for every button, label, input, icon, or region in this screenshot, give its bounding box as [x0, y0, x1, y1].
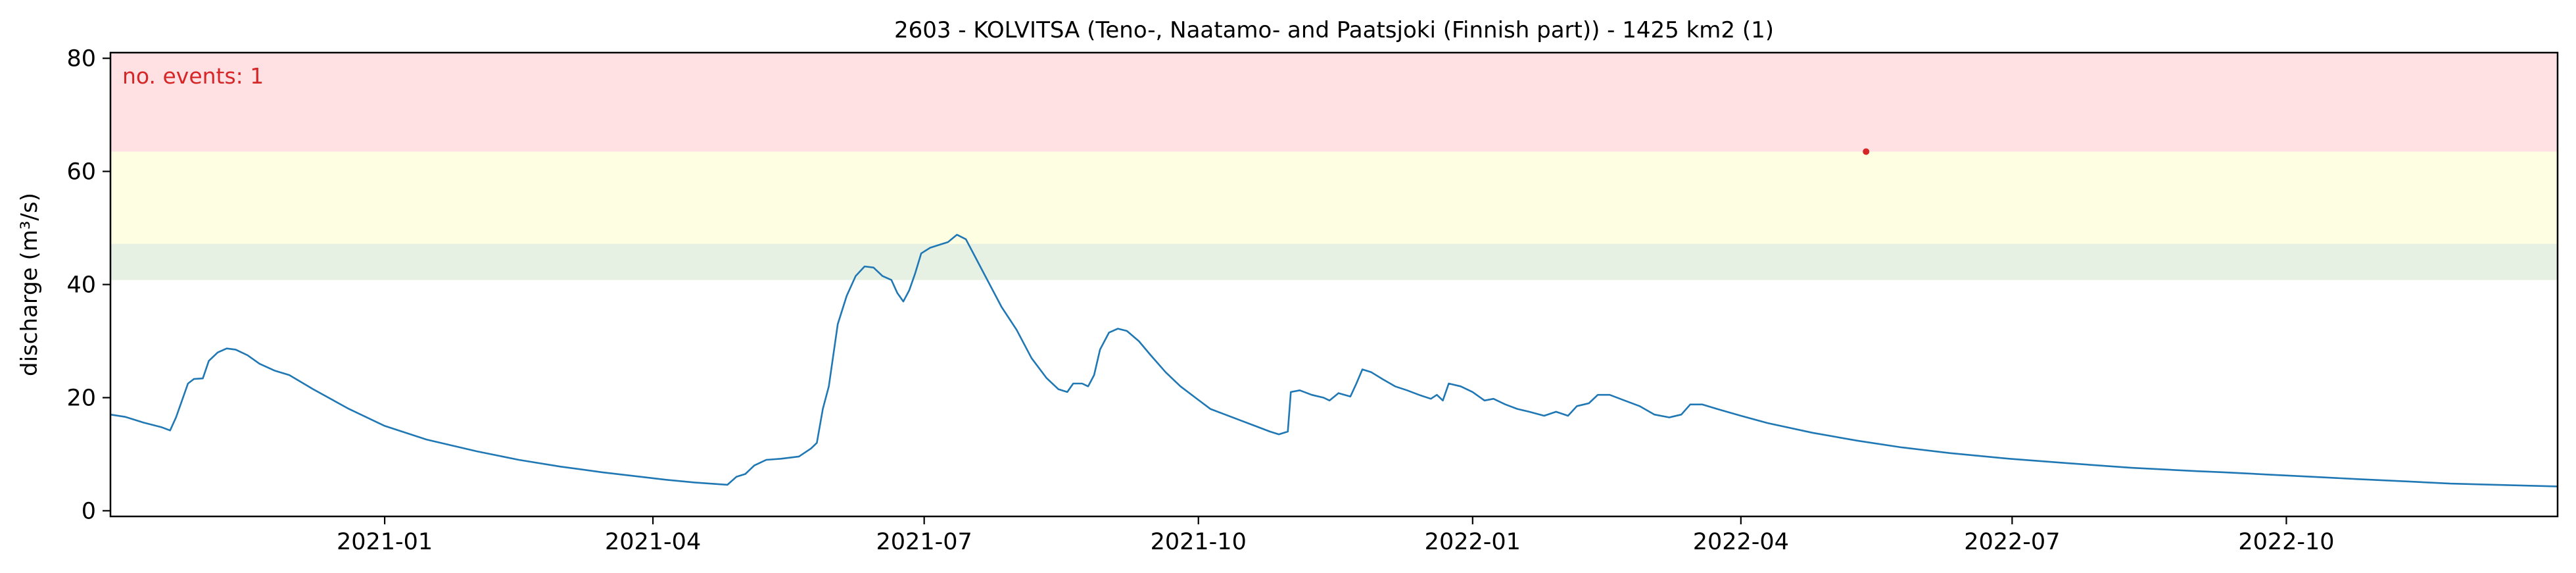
y-tick-label: 0 — [82, 498, 96, 524]
event-count-annotation: no. events: 1 — [122, 63, 264, 89]
chart-title: 2603 - KOLVITSA (Teno-, Naatamo- and Paa… — [894, 17, 1774, 43]
threshold-band-yellow — [110, 151, 2558, 244]
x-tick-label: 2021-01 — [337, 529, 433, 555]
x-tick-label: 2021-07 — [876, 529, 972, 555]
series-layer — [110, 234, 2558, 487]
x-tick-label: 2022-10 — [2238, 529, 2334, 555]
x-tick-label: 2021-04 — [605, 529, 701, 555]
threshold-bands — [110, 53, 2558, 280]
event-markers — [1863, 148, 1870, 155]
y-tick-label: 60 — [66, 159, 96, 186]
y-axis-label: discharge (m³/s) — [16, 193, 43, 376]
threshold-band-green — [110, 243, 2558, 280]
x-tick-label: 2022-07 — [1964, 529, 2060, 555]
y-tick-label: 80 — [66, 46, 96, 72]
y-tick-label: 40 — [66, 272, 96, 299]
discharge-line — [110, 234, 2558, 487]
event-marker — [1863, 148, 1870, 155]
y-tick-label: 20 — [66, 385, 96, 411]
threshold-band-red — [110, 53, 2558, 152]
y-axis: 0 20 40 60 80 — [66, 46, 110, 524]
x-tick-label: 2022-01 — [1425, 529, 1521, 555]
x-tick-label: 2022-04 — [1693, 529, 1789, 555]
x-axis: 2021-01 2021-04 2021-07 2021-10 2022-01 2022-… — [337, 516, 2335, 555]
x-tick-label: 2021-10 — [1151, 529, 1247, 555]
